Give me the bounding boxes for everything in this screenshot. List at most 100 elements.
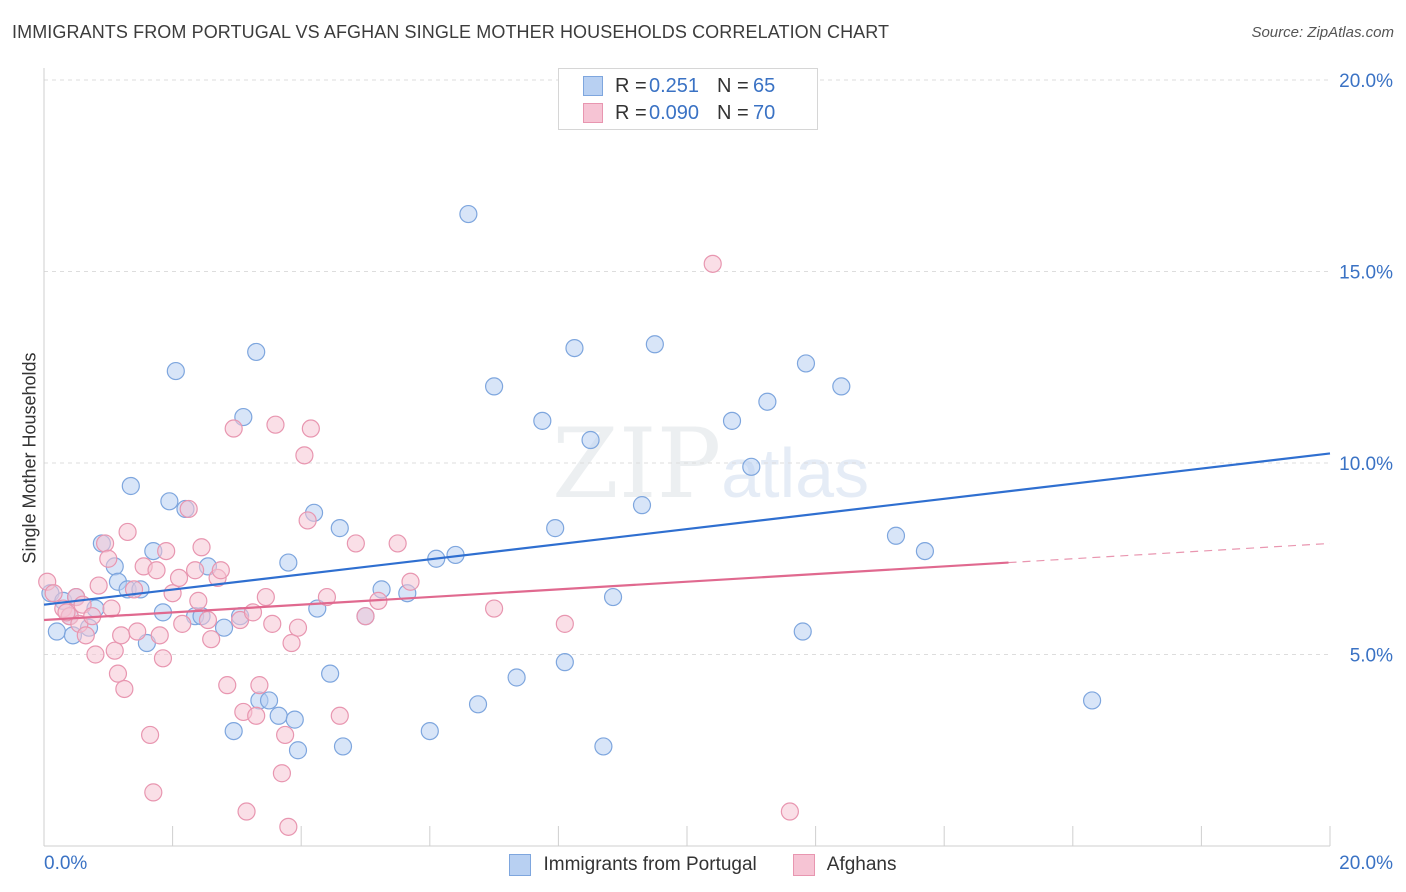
afghans-point bbox=[173, 614, 192, 633]
afghans-trend-extension bbox=[1008, 542, 1331, 564]
legend-item-portugal: Immigrants from Portugal bbox=[509, 854, 757, 876]
afghans-swatch bbox=[792, 854, 815, 876]
afghans-point bbox=[703, 254, 722, 273]
afghans-point bbox=[102, 599, 121, 618]
afghans-point bbox=[250, 676, 269, 695]
afghans-point bbox=[169, 568, 189, 588]
y-tick-label: 20.0% bbox=[1339, 71, 1393, 92]
portugal-point bbox=[47, 622, 66, 641]
afghans-trend-line bbox=[43, 561, 1009, 622]
portugal-point bbox=[722, 411, 742, 430]
portugal-point bbox=[581, 430, 600, 450]
portugal-point bbox=[603, 587, 623, 607]
x-tick-label: 0.0% bbox=[44, 853, 87, 874]
afghans-point bbox=[150, 626, 169, 645]
portugal-point bbox=[247, 342, 266, 362]
legend-row-portugal: R = 0.251 N = 65 bbox=[583, 73, 775, 99]
portugal-point bbox=[533, 411, 552, 430]
portugal-point bbox=[285, 710, 304, 729]
afghans-point bbox=[780, 802, 799, 821]
afghans-point bbox=[140, 725, 160, 745]
portugal-point bbox=[565, 339, 584, 358]
y-tick-label: 5.0% bbox=[1350, 646, 1393, 667]
afghans-point bbox=[86, 645, 105, 664]
n-value: 70 bbox=[753, 101, 776, 124]
afghans-point bbox=[108, 664, 128, 683]
afghans-point bbox=[298, 511, 317, 530]
y-tick-label: 15.0% bbox=[1339, 263, 1393, 284]
x-tick-label: 20.0% bbox=[1339, 853, 1393, 874]
afghans-point bbox=[144, 783, 163, 802]
y-tick-label: 10.0% bbox=[1339, 454, 1393, 475]
afghans-point bbox=[388, 534, 407, 553]
portugal-point bbox=[546, 519, 565, 538]
y-axis-label: Single Mother Households bbox=[19, 352, 40, 564]
portugal-point bbox=[507, 668, 526, 687]
afghans-point bbox=[295, 446, 314, 465]
n-label: N = bbox=[717, 101, 749, 124]
portugal-point bbox=[485, 377, 504, 396]
afghans-point bbox=[346, 534, 365, 553]
source-credit: Source: ZipAtlas.com bbox=[1251, 24, 1394, 41]
portugal-point bbox=[166, 361, 185, 381]
afghans-point bbox=[179, 499, 198, 519]
portugal-swatch bbox=[583, 76, 603, 96]
afghans-point bbox=[118, 522, 137, 542]
portugal-trend-line bbox=[43, 452, 1331, 606]
portugal-point bbox=[632, 496, 652, 515]
afghans-point bbox=[202, 630, 221, 649]
portugal-point bbox=[832, 377, 851, 396]
afghans-point bbox=[128, 622, 147, 641]
n-label: N = bbox=[717, 74, 749, 97]
afghans-point bbox=[211, 561, 230, 580]
afghans-point bbox=[192, 538, 211, 557]
afghans-point bbox=[266, 415, 285, 434]
legend-label: Afghans bbox=[826, 854, 897, 875]
portugal-point bbox=[121, 476, 140, 496]
portugal-point bbox=[758, 392, 777, 411]
afghans-point bbox=[237, 802, 256, 821]
afghans-point bbox=[186, 561, 205, 580]
portugal-point bbox=[288, 741, 308, 760]
portugal-point bbox=[594, 737, 613, 756]
afghans-point bbox=[153, 649, 173, 668]
r-label: R = bbox=[615, 101, 647, 124]
portugal-point bbox=[742, 457, 761, 476]
afghans-point bbox=[288, 618, 308, 637]
portugal-point bbox=[468, 695, 488, 714]
afghans-point bbox=[99, 549, 118, 568]
chart-title: IMMIGRANTS FROM PORTUGAL VS AFGHAN SINGL… bbox=[12, 22, 890, 42]
afghans-point bbox=[401, 572, 420, 591]
afghans-point bbox=[95, 534, 115, 553]
afghans-point bbox=[163, 584, 182, 603]
afghans-point bbox=[157, 541, 176, 561]
afghans-point bbox=[276, 725, 295, 745]
portugal-point bbox=[333, 737, 353, 756]
r-value: 0.251 bbox=[649, 74, 700, 97]
portugal-point bbox=[160, 492, 179, 511]
portugal-point bbox=[269, 706, 288, 725]
portugal-point bbox=[459, 204, 478, 224]
portugal-point bbox=[645, 335, 664, 354]
correlation-legend: R = 0.251 N = 65 R = 0.090 N = 70 bbox=[558, 68, 818, 130]
portugal-point bbox=[555, 653, 574, 672]
afghans-point bbox=[317, 587, 337, 607]
portugal-point bbox=[279, 553, 298, 572]
afghans-point bbox=[263, 614, 282, 633]
afghans-point bbox=[44, 584, 63, 603]
portugal-point bbox=[793, 622, 812, 641]
portugal-point bbox=[886, 526, 906, 545]
afghans-point bbox=[272, 764, 292, 783]
afghans-point bbox=[76, 626, 95, 645]
portugal-point bbox=[1082, 691, 1102, 710]
portugal-point bbox=[796, 354, 816, 373]
r-value: 0.090 bbox=[649, 101, 700, 124]
afghans-point bbox=[147, 561, 166, 580]
portugal-point bbox=[259, 691, 279, 710]
afghans-swatch bbox=[583, 103, 603, 123]
afghans-point bbox=[279, 817, 298, 836]
afghans-point bbox=[485, 599, 504, 618]
afghans-point bbox=[218, 676, 237, 695]
afghans-point bbox=[555, 614, 574, 633]
